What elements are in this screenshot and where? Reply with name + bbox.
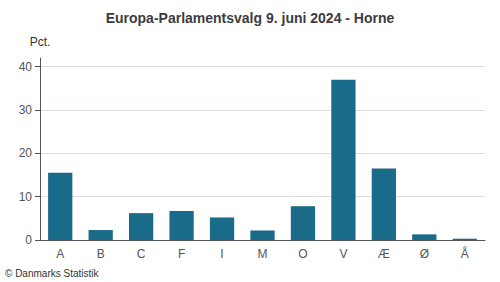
svg-text:Europa-Parlamentsvalg 9. juni: Europa-Parlamentsvalg 9. juni 2024 - Hor… xyxy=(106,10,395,26)
svg-text:I: I xyxy=(220,247,223,261)
svg-text:O: O xyxy=(298,247,307,261)
svg-text:30: 30 xyxy=(19,103,33,117)
svg-text:10: 10 xyxy=(19,190,33,204)
svg-text:C: C xyxy=(137,247,146,261)
svg-text:0: 0 xyxy=(25,233,32,247)
svg-text:B: B xyxy=(97,247,105,261)
svg-text:20: 20 xyxy=(19,146,33,160)
svg-text:Pct.: Pct. xyxy=(30,35,51,49)
svg-text:M: M xyxy=(258,247,268,261)
svg-text:V: V xyxy=(339,247,347,261)
svg-text:Æ: Æ xyxy=(378,247,390,261)
svg-text:Å: Å xyxy=(461,246,469,261)
svg-text:Ø: Ø xyxy=(420,247,429,261)
svg-text:F: F xyxy=(178,247,185,261)
svg-text:40: 40 xyxy=(19,60,33,74)
svg-text:A: A xyxy=(56,247,64,261)
svg-text:© Danmarks Statistik: © Danmarks Statistik xyxy=(5,268,100,279)
